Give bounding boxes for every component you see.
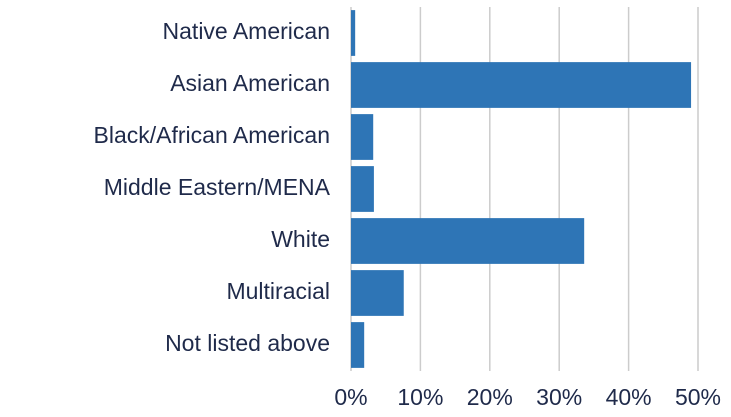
x-tick-label: 10%: [397, 384, 443, 410]
x-tick-label: 0%: [334, 384, 367, 410]
y-tick-label: Black/African American: [94, 122, 330, 148]
bar: [351, 10, 356, 56]
bar: [351, 270, 404, 316]
y-tick-label: Native American: [163, 18, 330, 44]
x-tick-label: 50%: [675, 384, 721, 410]
y-tick-label: Asian American: [170, 70, 330, 96]
bar: [351, 218, 585, 264]
bar: [351, 62, 692, 108]
y-tick-label: Not listed above: [165, 330, 330, 356]
y-tick-label: Multiracial: [226, 278, 330, 304]
bar: [351, 322, 365, 368]
y-tick-label: Middle Eastern/MENA: [104, 174, 331, 200]
x-tick-label: 40%: [606, 384, 652, 410]
y-tick-label: White: [271, 226, 330, 252]
bar: [351, 166, 374, 212]
x-tick-label: 30%: [536, 384, 582, 410]
x-tick-label: 20%: [467, 384, 513, 410]
bar: [351, 114, 374, 160]
